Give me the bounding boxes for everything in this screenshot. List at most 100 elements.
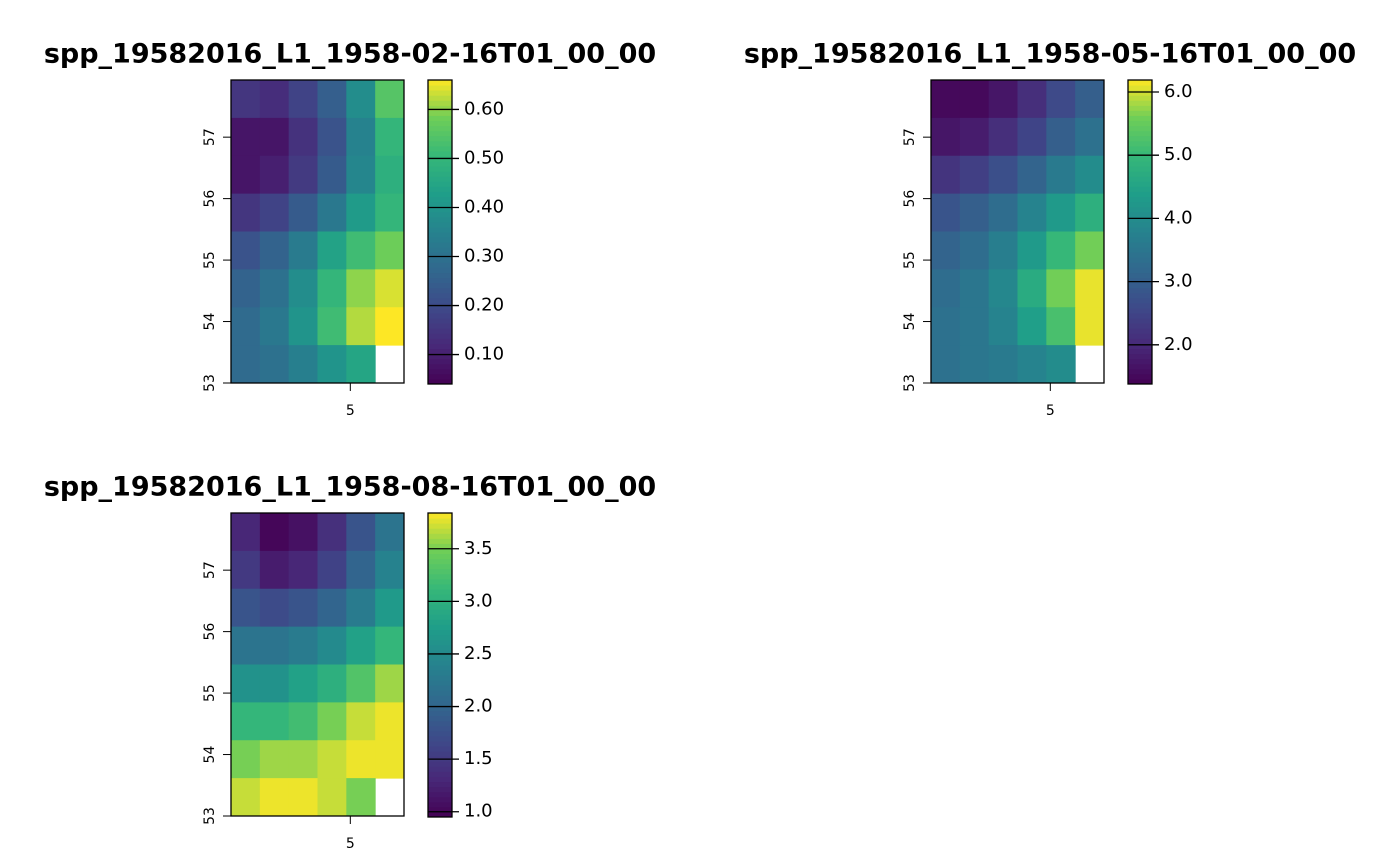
chart-title: spp_19582016_L1_1958-08-16T01_00_00	[44, 472, 656, 503]
colorbar-slice	[428, 257, 452, 263]
cell	[259, 513, 290, 552]
cell	[346, 778, 376, 817]
colorbar-slice	[1128, 90, 1152, 96]
colorbar-slice	[428, 308, 452, 314]
colorbar-slice	[428, 80, 452, 86]
colorbar-slice	[1128, 287, 1152, 294]
colorbar-tick-label: 6.0	[1164, 81, 1193, 102]
y-tick-label: 55	[902, 251, 918, 269]
cell	[288, 740, 318, 779]
colorbar-slice	[1128, 80, 1152, 86]
colorbar-slice	[1128, 206, 1152, 213]
colorbar-slice	[1128, 373, 1152, 380]
colorbar-slice	[428, 811, 452, 818]
panel: spp_19582016_L1_1958-05-16T01_00_00 5 53 54…	[744, 39, 1356, 420]
colorbar-slice	[428, 373, 452, 380]
colorbar-slice	[1128, 308, 1152, 314]
colorbar-slice	[428, 211, 452, 218]
colorbar-slice	[1128, 140, 1152, 147]
colorbar-slice	[428, 282, 452, 289]
colorbar-slice	[1128, 368, 1152, 375]
colorbar-slice	[428, 130, 452, 137]
cell	[346, 702, 376, 741]
cell	[288, 345, 318, 384]
colorbar-slice	[428, 110, 452, 116]
colorbar-slice	[1128, 216, 1152, 223]
y-tick-label: 54	[902, 313, 918, 331]
colorbar-frame	[1127, 79, 1153, 385]
colorbar-slice	[428, 619, 452, 625]
colorbar-slice	[1128, 242, 1152, 248]
colorbar-slice	[1128, 161, 1152, 167]
colorbar-slice	[428, 665, 452, 671]
cell	[346, 155, 376, 195]
cell	[259, 269, 290, 308]
cell	[259, 550, 290, 590]
colorbar-slice	[428, 181, 452, 187]
cell	[988, 155, 1018, 195]
cell	[988, 307, 1018, 346]
colorbar-slice	[428, 543, 452, 549]
cell	[346, 740, 376, 779]
cell	[231, 626, 261, 665]
colorbar-slice	[428, 710, 452, 717]
cell	[931, 193, 961, 232]
cell	[931, 117, 961, 157]
colorbar-slice	[1128, 221, 1152, 228]
colorbar-tick-label: 4.0	[1164, 207, 1193, 228]
colorbar-slice	[428, 90, 452, 96]
colorbar-slice	[428, 95, 452, 101]
colorbar-slice	[428, 558, 452, 565]
colorbar-slice	[428, 700, 452, 707]
y-tick-label: 54	[202, 746, 218, 764]
colorbar-slice	[428, 680, 452, 686]
cell	[317, 778, 347, 817]
colorbar-tick-label: 0.60	[464, 98, 504, 119]
colorbar-slice	[1128, 201, 1152, 208]
cell	[375, 626, 405, 665]
plot-frame	[230, 512, 405, 817]
cell	[317, 269, 347, 308]
colorbar-slice	[428, 237, 452, 243]
cell	[1017, 307, 1047, 346]
colorbar-slice	[428, 741, 452, 747]
cell	[317, 626, 347, 665]
cell	[259, 117, 290, 157]
cell	[346, 513, 376, 552]
colorbar-slice	[428, 735, 452, 742]
cell	[317, 588, 347, 628]
colorbar-slice	[428, 746, 452, 752]
cell	[259, 193, 290, 232]
cell	[288, 550, 318, 590]
colorbar-slice	[1128, 318, 1152, 324]
colorbar-frame	[427, 512, 453, 818]
cell	[375, 664, 405, 703]
colorbar-slice	[1128, 186, 1152, 192]
colorbar-slice	[428, 725, 452, 732]
colorbar-slice	[1128, 343, 1152, 350]
cell	[231, 345, 261, 384]
colorbar-slice	[428, 786, 452, 793]
colorbar-slice	[428, 715, 452, 722]
cell	[1017, 231, 1047, 270]
cell	[931, 269, 961, 308]
colorbar-slice	[1128, 292, 1152, 299]
colorbar-slice	[428, 791, 452, 798]
cell	[375, 80, 405, 119]
colorbar-slice	[428, 771, 452, 777]
panel: spp_19582016_L1_1958-08-16T01_00_00 5 53 54…	[44, 472, 656, 853]
chart-title: spp_19582016_L1_1958-05-16T01_00_00	[744, 39, 1356, 70]
cell	[959, 269, 990, 308]
colorbar-slice	[1128, 120, 1152, 127]
colorbar-slice	[428, 624, 452, 631]
cell	[988, 269, 1018, 308]
colorbar-slice	[428, 313, 452, 319]
colorbar-slice	[1128, 297, 1152, 304]
cell	[288, 513, 318, 552]
colorbar-slice	[428, 649, 452, 656]
cell	[231, 740, 261, 779]
cell	[317, 550, 347, 590]
colorbar-slice	[428, 171, 452, 177]
cell	[288, 778, 318, 817]
